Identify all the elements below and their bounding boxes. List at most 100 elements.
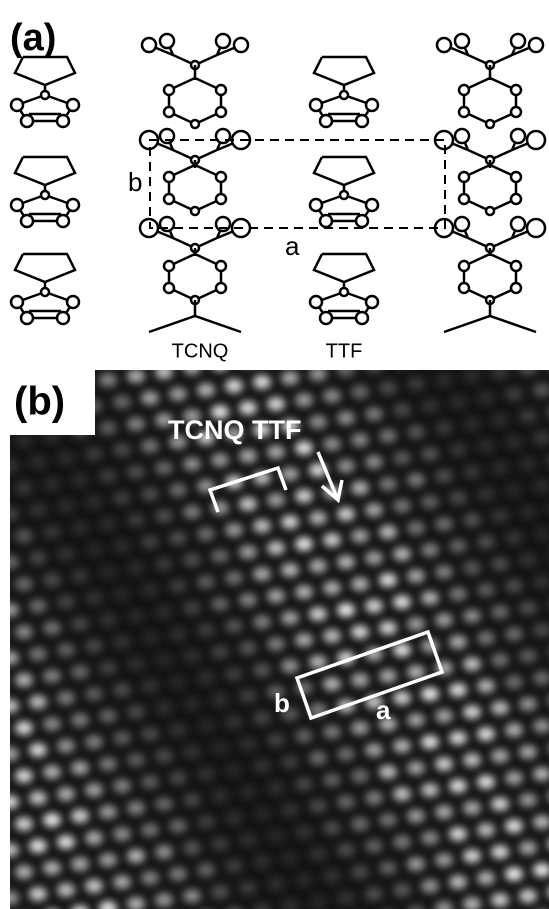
- atom: [164, 194, 174, 204]
- atom: [511, 261, 521, 271]
- stm-feature: [197, 815, 215, 829]
- atom: [216, 283, 226, 293]
- stm-feature: [337, 795, 355, 809]
- stm-feature: [477, 823, 495, 837]
- stm-feature: [491, 701, 509, 715]
- stm-feature: [267, 877, 285, 891]
- atom: [356, 115, 368, 127]
- stm-feature: [1, 651, 19, 665]
- stm-feature: [351, 481, 369, 495]
- stm-feature: [85, 591, 103, 605]
- stm-feature: [435, 517, 453, 531]
- atom: [11, 99, 23, 111]
- stm-feature: [477, 583, 495, 597]
- stm-feature: [57, 883, 75, 897]
- stm-feature: [211, 645, 229, 659]
- stm-feature: [99, 853, 117, 867]
- stm-feature: [449, 875, 467, 889]
- stm-feature: [267, 349, 285, 363]
- stm-feature: [239, 689, 257, 703]
- stm-feature: [29, 599, 47, 613]
- stm-feature: [281, 563, 299, 577]
- stm-feature: [141, 679, 159, 693]
- stm-feature: [491, 845, 509, 859]
- stm-feature: [1, 795, 19, 809]
- stm-feature: [491, 413, 509, 427]
- stm-feature: [519, 793, 537, 807]
- stm-feature: [0, 485, 5, 499]
- bond: [15, 157, 75, 185]
- stm-feature: [211, 837, 229, 851]
- stm-feature: [463, 609, 481, 623]
- stm-feature: [365, 887, 383, 901]
- bond: [15, 57, 75, 85]
- atom: [459, 107, 469, 117]
- stm-feature: [421, 831, 439, 845]
- lattice-label: a: [285, 231, 300, 261]
- stm-feature: [1, 843, 19, 857]
- stm-feature: [113, 683, 131, 697]
- stm-feature: [169, 723, 187, 737]
- stm-feature: [519, 361, 537, 375]
- stm-feature: [463, 417, 481, 431]
- atom: [160, 34, 174, 48]
- stm-feature: [505, 387, 523, 401]
- stm-feature: [183, 841, 201, 855]
- atom: [356, 215, 368, 227]
- stm-feature: [295, 537, 313, 551]
- stm-feature: [449, 683, 467, 697]
- stm-feature: [225, 379, 243, 393]
- stm-feature: [449, 635, 467, 649]
- stm-feature: [393, 883, 411, 897]
- stm-feature: [295, 825, 313, 839]
- atom: [216, 194, 226, 204]
- stm-feature: [449, 587, 467, 601]
- atom: [216, 34, 230, 48]
- stm-feature: [169, 675, 187, 689]
- stm-feature: [183, 601, 201, 615]
- stm-feature: [155, 797, 173, 811]
- stm-feature: [323, 389, 341, 403]
- stm-feature: [113, 779, 131, 793]
- stm-feature: [29, 743, 47, 757]
- stm-feature: [281, 611, 299, 625]
- stm-feature: [127, 801, 145, 815]
- stm-feature: [15, 577, 33, 591]
- stm-feature: [477, 679, 495, 693]
- stm-feature: [99, 565, 117, 579]
- stm-feature: [281, 803, 299, 817]
- stm-feature: [1, 555, 19, 569]
- atom: [459, 194, 469, 204]
- stm-feature: [295, 393, 313, 407]
- stm-feature: [519, 553, 537, 567]
- stm-feature: [337, 363, 355, 377]
- stm-feature: [57, 787, 75, 801]
- stm-feature: [155, 749, 173, 763]
- stm-feature: [239, 833, 257, 847]
- stm-feature: [379, 477, 397, 491]
- stm-feature: [463, 561, 481, 575]
- stm-feature: [267, 589, 285, 603]
- stm-feature: [463, 849, 481, 863]
- stm-feature: [15, 769, 33, 783]
- stm-feature: [225, 523, 243, 537]
- stm-feature: [225, 763, 243, 777]
- stm-feature: [113, 635, 131, 649]
- stm-feature: [421, 687, 439, 701]
- stm-feature: [393, 355, 411, 369]
- stm-feature: [337, 555, 355, 569]
- stm-feature: [99, 469, 117, 483]
- stm-feature: [337, 747, 355, 761]
- stm-feature: [449, 395, 467, 409]
- stm-feature: [113, 491, 131, 505]
- stm-feature: [491, 461, 509, 475]
- stm-feature: [267, 445, 285, 459]
- stm-feature: [57, 691, 75, 705]
- stm-feature: [351, 529, 369, 543]
- stm-feature: [337, 459, 355, 473]
- stm-feature: [57, 643, 75, 657]
- stm-feature: [379, 861, 397, 875]
- atom: [455, 129, 469, 143]
- stm-feature: [239, 881, 257, 895]
- stm-feature: [449, 827, 467, 841]
